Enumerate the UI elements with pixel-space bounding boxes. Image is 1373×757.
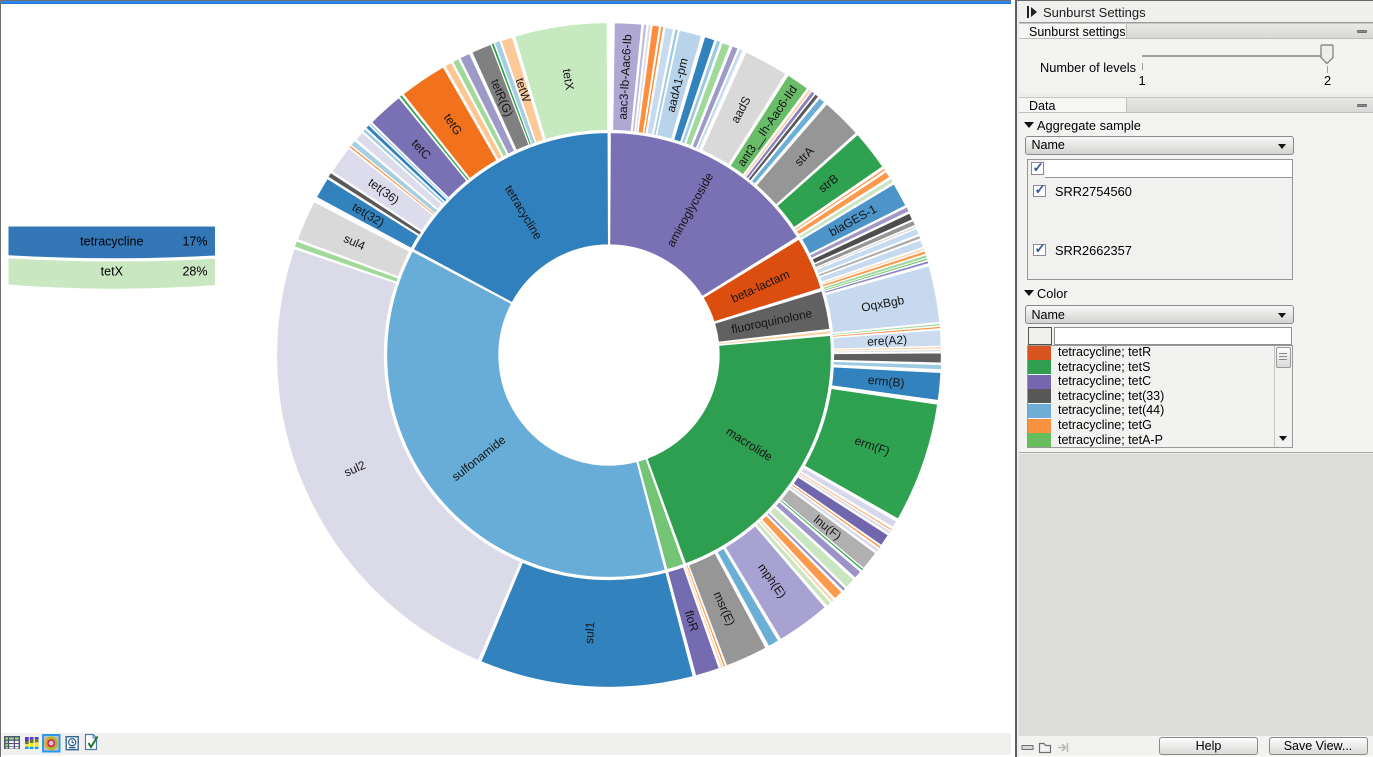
svg-text:28%: 28% bbox=[182, 265, 207, 279]
svg-text:floR: floR bbox=[682, 609, 702, 634]
svg-text:erm(B): erm(B) bbox=[867, 373, 905, 390]
svg-text:sul1: sul1 bbox=[582, 621, 598, 644]
svg-text:17%: 17% bbox=[182, 235, 207, 249]
svg-text:tetX: tetX bbox=[560, 68, 577, 91]
svg-text:tetracycline: tetracycline bbox=[80, 235, 143, 249]
svg-text:tetX: tetX bbox=[101, 265, 124, 279]
svg-text:ere(A2): ere(A2) bbox=[867, 333, 908, 349]
svg-text:aac3-Ib-Aac6-Ib: aac3-Ib-Aac6-Ib bbox=[616, 34, 635, 120]
